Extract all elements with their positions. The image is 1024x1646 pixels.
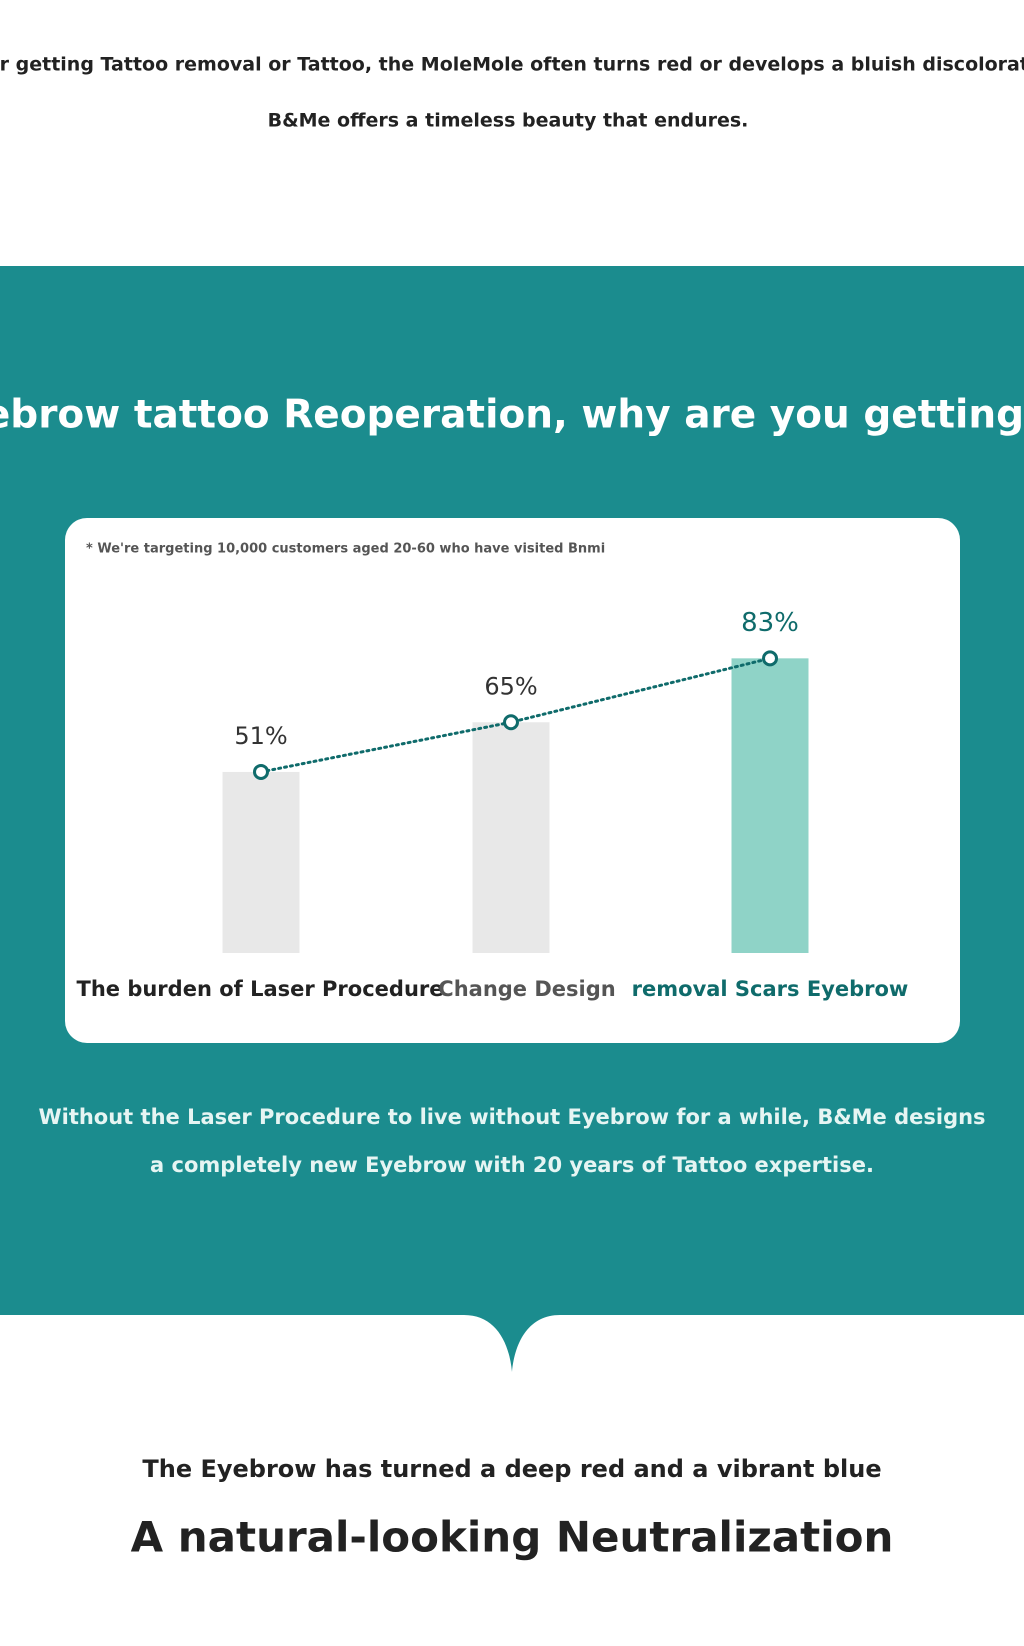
intro-line: B&Me offers a timeless beauty that endur… xyxy=(268,110,749,132)
chart-title: Eyebrow tattoo Reoperation, why are you … xyxy=(0,393,1024,438)
bar xyxy=(472,722,550,953)
point xyxy=(762,650,778,667)
category-label: removal Scars Eyebrow xyxy=(632,977,909,1001)
value-label: 65% xyxy=(484,672,537,700)
chart: 51% The burden of Laser Procedure 65% Chang… xyxy=(77,608,909,1001)
bar xyxy=(731,658,809,953)
category-label: The burden of Laser Procedure xyxy=(77,977,444,1001)
summary-line: Without the Laser Procedure to live with… xyxy=(38,1105,985,1129)
chart-note: * We're targeting 10,000 customers aged … xyxy=(86,542,605,557)
category-label: Change Design xyxy=(438,977,615,1001)
point xyxy=(503,714,519,731)
value-label: 51% xyxy=(234,722,287,750)
summary-line: a completely new Eyebrow with 20 years o… xyxy=(150,1153,874,1177)
bar xyxy=(222,771,300,953)
intro-line: After getting Tattoo removal or Tattoo, … xyxy=(0,54,1024,76)
value-label: 83% xyxy=(741,608,799,638)
footer-title: A natural-looking Neutralization xyxy=(131,1513,894,1562)
point xyxy=(253,763,269,780)
footer-subtitle: The Eyebrow has turned a deep red and a … xyxy=(142,1455,881,1483)
